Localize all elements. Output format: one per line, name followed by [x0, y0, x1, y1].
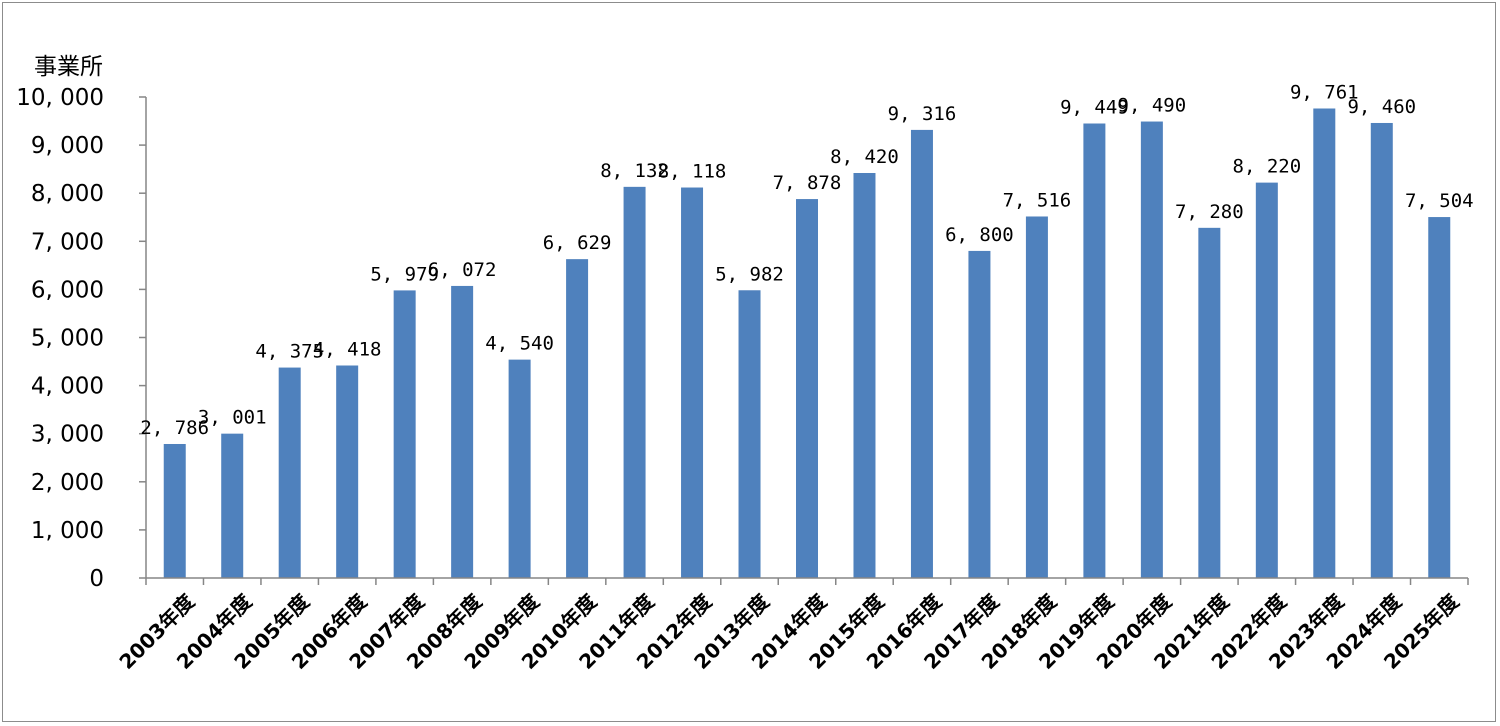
bar	[1313, 108, 1336, 578]
bar	[796, 199, 818, 578]
bar	[451, 285, 474, 578]
data-label: 7, 504	[1405, 190, 1474, 212]
data-label: 5, 982	[715, 263, 784, 285]
bar	[623, 186, 646, 578]
bar	[910, 129, 933, 579]
bar	[1025, 216, 1048, 578]
bars	[163, 108, 1451, 579]
y-tick-label: 10, 000	[16, 85, 104, 111]
bar	[566, 259, 589, 578]
bar	[1255, 182, 1278, 579]
data-label: 4, 375	[255, 341, 324, 363]
data-label: 7, 878	[773, 172, 842, 194]
bar	[681, 187, 704, 578]
bar	[278, 367, 301, 578]
x-axis: 2003年度2004年度2005年度2006年度2007年度2008年度2009…	[114, 577, 1469, 674]
data-label: 2, 786	[140, 417, 209, 439]
bar	[1083, 123, 1106, 578]
data-label: 6, 800	[945, 224, 1014, 246]
y-tick-label: 5, 000	[31, 326, 104, 352]
bar	[1370, 122, 1393, 578]
data-label: 8, 132	[600, 160, 669, 182]
data-label: 6, 629	[543, 232, 612, 254]
bar	[968, 250, 991, 579]
data-label: 9, 460	[1347, 96, 1416, 118]
bar	[221, 433, 244, 578]
bar	[336, 365, 359, 578]
y-tick-label: 1, 000	[31, 518, 104, 544]
bar	[1198, 227, 1221, 578]
y-tick-label: 9, 000	[31, 133, 104, 159]
data-label: 8, 420	[830, 146, 899, 168]
y-tick-label: 2, 000	[31, 470, 104, 496]
y-axis: 0 1, 000 2, 000 3, 000 4, 000 5, 000 6, 000 7, …	[16, 85, 147, 592]
data-label: 7, 516	[1003, 189, 1072, 211]
data-label: 8, 118	[658, 161, 727, 183]
y-tick-label: 4, 000	[31, 374, 104, 400]
y-tick-label: 3, 000	[31, 422, 104, 448]
data-label: 8, 220	[1233, 156, 1302, 178]
bar	[853, 172, 876, 579]
y-tick-label: 0	[89, 566, 104, 592]
data-label: 9, 449	[1060, 97, 1129, 119]
bar	[393, 290, 416, 578]
data-label: 9, 761	[1290, 81, 1359, 103]
y-unit-label: 事業所	[34, 54, 103, 80]
y-tick-label: 7, 000	[31, 229, 104, 255]
data-label: 4, 540	[485, 333, 554, 355]
data-label: 9, 490	[1118, 95, 1187, 117]
y-tick-label: 6, 000	[31, 277, 104, 303]
data-label: 7, 280	[1175, 201, 1244, 223]
data-label: 9, 316	[888, 103, 957, 125]
data-label: 4, 418	[313, 338, 382, 360]
bar	[163, 443, 186, 578]
bar	[738, 290, 761, 578]
data-label: 6, 072	[428, 259, 497, 281]
y-tick-label: 8, 000	[31, 181, 104, 207]
data-label: 3, 001	[198, 407, 267, 429]
data-label: 5, 979	[370, 263, 439, 285]
bar	[508, 359, 531, 578]
bar	[1140, 121, 1163, 578]
bar	[1428, 217, 1451, 578]
